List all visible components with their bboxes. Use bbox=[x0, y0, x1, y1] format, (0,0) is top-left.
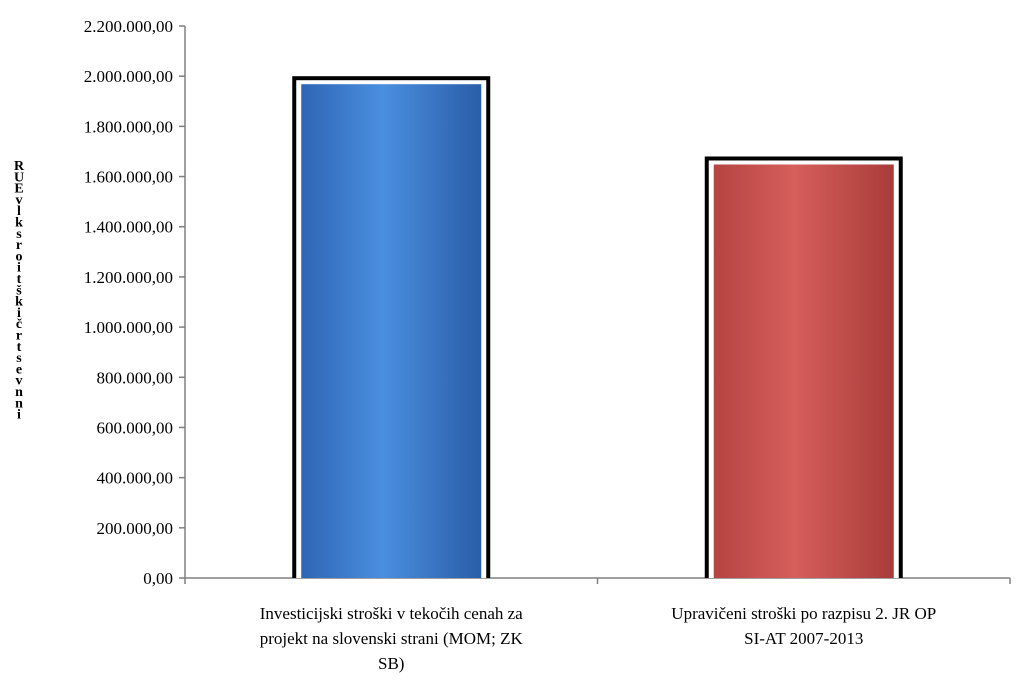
y-tick-label: 400.000,00 bbox=[97, 469, 174, 488]
y-tick-label: 1.400.000,00 bbox=[84, 218, 173, 237]
x-category-label: projekt na slovenski strani (MOM; ZK bbox=[260, 629, 524, 648]
y-tick-label: 600.000,00 bbox=[97, 418, 174, 437]
y-tick-label: 1.000.000,00 bbox=[84, 318, 173, 337]
y-tick-label: 2.200.000,00 bbox=[84, 17, 173, 36]
x-category-label: SB) bbox=[378, 654, 404, 673]
y-tick-label: 2.000.000,00 bbox=[84, 67, 173, 86]
y-tick-label: 200.000,00 bbox=[97, 519, 174, 538]
x-category-label: SI-AT 2007-2013 bbox=[744, 629, 863, 648]
y-tick-label: 1.800.000,00 bbox=[84, 117, 173, 136]
x-category-label: Upravičeni stroški po razpisu 2. JR OP bbox=[671, 604, 936, 623]
y-tick-label: 800.000,00 bbox=[97, 368, 174, 387]
bar bbox=[301, 84, 482, 578]
x-category-label: Investicijski stroški v tekočih cenah za bbox=[260, 604, 523, 623]
y-tick-label: 1.600.000,00 bbox=[84, 168, 173, 187]
y-tick-label: 1.200.000,00 bbox=[84, 268, 173, 287]
bar bbox=[713, 164, 894, 578]
y-tick-label: 0,00 bbox=[143, 569, 173, 588]
